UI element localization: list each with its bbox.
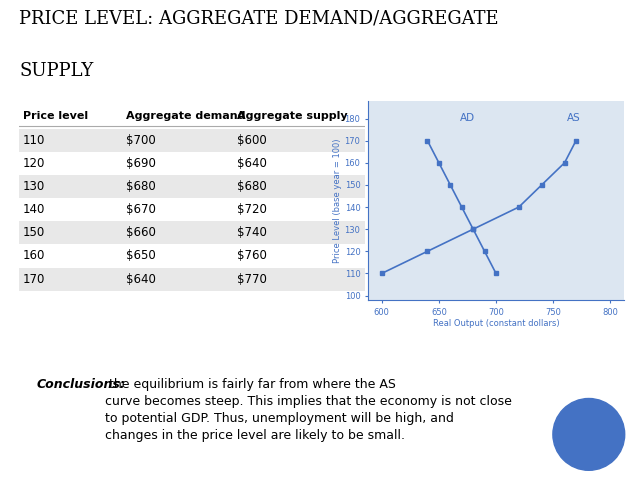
FancyBboxPatch shape <box>19 267 365 291</box>
Text: Aggregate demand: Aggregate demand <box>126 111 246 121</box>
Text: 150: 150 <box>22 227 45 240</box>
Circle shape <box>553 398 625 470</box>
FancyBboxPatch shape <box>19 198 365 221</box>
Text: 170: 170 <box>22 273 45 286</box>
Text: $660: $660 <box>126 227 156 240</box>
FancyBboxPatch shape <box>19 244 365 267</box>
Text: 140: 140 <box>22 203 45 216</box>
Text: $740: $740 <box>237 227 267 240</box>
Text: $770: $770 <box>237 273 267 286</box>
Text: AD: AD <box>460 113 474 123</box>
Text: Price level: Price level <box>22 111 88 121</box>
Text: AS: AS <box>567 113 580 123</box>
FancyBboxPatch shape <box>19 175 365 198</box>
Text: $700: $700 <box>126 134 156 147</box>
Text: Aggregate supply: Aggregate supply <box>237 111 348 121</box>
Text: $680: $680 <box>126 180 156 193</box>
Text: $680: $680 <box>237 180 267 193</box>
Text: the equilibrium is fairly far from where the AS
curve becomes steep. This implie: the equilibrium is fairly far from where… <box>105 378 512 442</box>
X-axis label: Real Output (constant dollars): Real Output (constant dollars) <box>433 319 559 328</box>
Text: $760: $760 <box>237 250 267 263</box>
Text: $640: $640 <box>126 273 156 286</box>
Text: $670: $670 <box>126 203 156 216</box>
Text: $650: $650 <box>126 250 156 263</box>
FancyBboxPatch shape <box>19 152 365 175</box>
Text: $600: $600 <box>237 134 267 147</box>
FancyBboxPatch shape <box>19 129 365 152</box>
Text: $720: $720 <box>237 203 267 216</box>
Text: 120: 120 <box>22 157 45 170</box>
FancyBboxPatch shape <box>19 221 365 244</box>
Text: 110: 110 <box>22 134 45 147</box>
Text: SUPPLY: SUPPLY <box>19 62 93 80</box>
Text: $690: $690 <box>126 157 156 170</box>
Text: Conclusions:: Conclusions: <box>36 378 125 391</box>
Text: 160: 160 <box>22 250 45 263</box>
Text: PRICE LEVEL: AGGREGATE DEMAND/AGGREGATE: PRICE LEVEL: AGGREGATE DEMAND/AGGREGATE <box>19 10 499 28</box>
Y-axis label: Price Level (base year = 100): Price Level (base year = 100) <box>333 138 342 263</box>
Text: $640: $640 <box>237 157 267 170</box>
Text: 130: 130 <box>22 180 45 193</box>
